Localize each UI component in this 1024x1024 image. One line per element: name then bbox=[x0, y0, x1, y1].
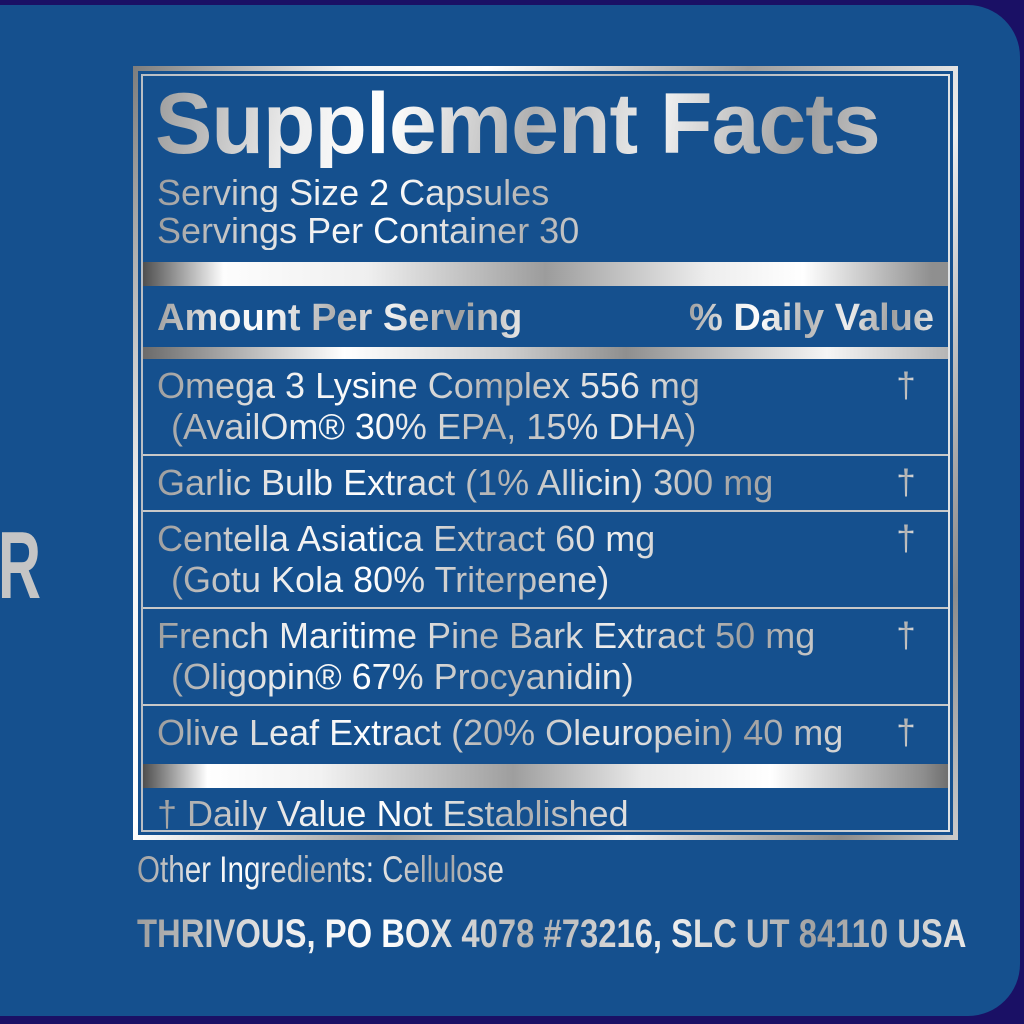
metallic-divider-bottom bbox=[143, 764, 948, 788]
ingredient-line2: (Gotu Kola 80% Triterpene) bbox=[157, 559, 870, 600]
serving-info: Serving Size 2 Capsules Servings Per Con… bbox=[157, 174, 936, 250]
daily-value-dagger: † bbox=[870, 615, 942, 656]
ingredient-row-garlic: Garlic Bulb Extract (1% Allicin) 300 mg … bbox=[143, 454, 948, 510]
ingredient-line1: Omega 3 Lysine Complex 556 mg bbox=[157, 365, 870, 406]
ingredient-row-olive-leaf: Olive Leaf Extract (20% Oleuropein) 40 m… bbox=[143, 704, 948, 760]
other-ingredients-text: Other Ingredients: Cellulose bbox=[137, 849, 504, 890]
ingredient-name: Centella Asiatica Extract 60 mg (Gotu Ko… bbox=[157, 518, 870, 600]
column-header-row: Amount Per Serving % Daily Value bbox=[157, 298, 934, 338]
ingredient-line1: Centella Asiatica Extract 60 mg bbox=[157, 518, 870, 559]
metallic-divider-top bbox=[143, 262, 948, 286]
supplement-facts-title: Supplement Facts bbox=[155, 80, 940, 168]
ingredient-line1: Olive Leaf Extract (20% Oleuropein) 40 m… bbox=[157, 712, 870, 753]
daily-value-footnote: † Daily Value Not Established bbox=[157, 794, 936, 831]
servings-per-container-text: Servings Per Container 30 bbox=[157, 212, 936, 250]
daily-value-header: % Daily Value bbox=[688, 297, 934, 339]
facts-border-gap: Supplement Facts Serving Size 2 Capsules… bbox=[138, 71, 953, 835]
ingredient-name: Olive Leaf Extract (20% Oleuropein) 40 m… bbox=[157, 712, 870, 753]
daily-value-dagger: † bbox=[870, 712, 942, 753]
ingredient-row-centella: Centella Asiatica Extract 60 mg (Gotu Ko… bbox=[143, 510, 948, 607]
metallic-divider-thin bbox=[143, 347, 948, 359]
daily-value-dagger: † bbox=[870, 462, 942, 503]
amount-per-serving-header: Amount Per Serving bbox=[157, 297, 523, 339]
daily-value-dagger: † bbox=[870, 518, 942, 559]
ingredient-line1: French Maritime Pine Bark Extract 50 mg bbox=[157, 615, 870, 656]
daily-value-dagger: † bbox=[870, 365, 942, 406]
facts-inner-border-line: Supplement Facts Serving Size 2 Capsules… bbox=[141, 74, 950, 832]
ingredient-name: Garlic Bulb Extract (1% Allicin) 300 mg bbox=[157, 462, 870, 503]
ingredient-row-pine-bark: French Maritime Pine Bark Extract 50 mg … bbox=[143, 607, 948, 704]
ingredient-line2: (AvailOm® 30% EPA, 15% DHA) bbox=[157, 406, 870, 447]
manufacturer-address: THRIVOUS, PO BOX 4078 #73216, SLC UT 841… bbox=[137, 912, 967, 956]
ingredient-line1: Garlic Bulb Extract (1% Allicin) 300 mg bbox=[157, 462, 870, 503]
ingredient-rows: Omega 3 Lysine Complex 556 mg (AvailOm® … bbox=[143, 359, 948, 760]
ingredient-name: French Maritime Pine Bark Extract 50 mg … bbox=[157, 615, 870, 697]
ingredient-line2: (Oligopin® 67% Procyanidin) bbox=[157, 656, 870, 697]
ingredient-row-omega3: Omega 3 Lysine Complex 556 mg (AvailOm® … bbox=[143, 359, 948, 454]
spine-partial-letter: R bbox=[0, 512, 41, 619]
supplement-facts-box: Supplement Facts Serving Size 2 Capsules… bbox=[133, 66, 958, 840]
facts-panel: Supplement Facts Serving Size 2 Capsules… bbox=[143, 76, 948, 830]
serving-size-text: Serving Size 2 Capsules bbox=[157, 174, 936, 212]
ingredient-name: Omega 3 Lysine Complex 556 mg (AvailOm® … bbox=[157, 365, 870, 447]
